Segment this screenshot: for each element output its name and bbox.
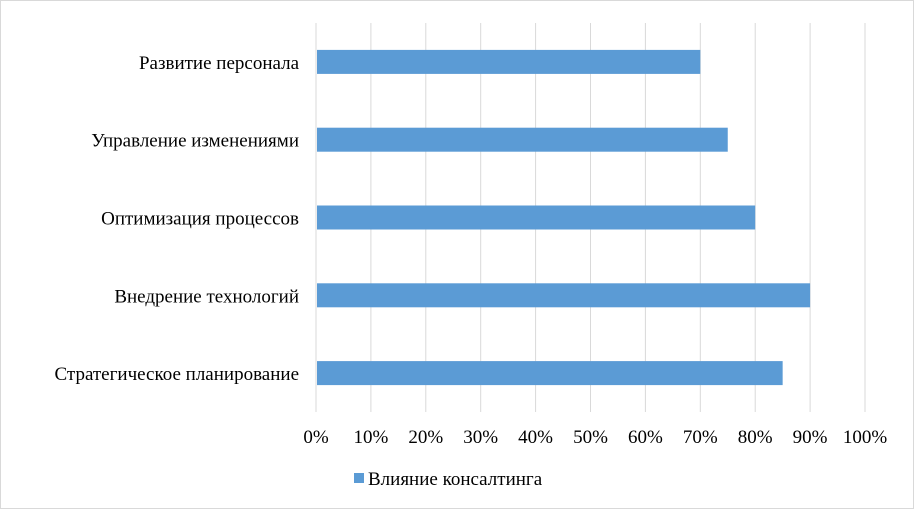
legend-swatch	[354, 473, 364, 483]
x-tick-label: 20%	[408, 427, 443, 448]
category-label: Оптимизация процессов	[101, 209, 299, 230]
x-tick-label: 50%	[573, 427, 608, 448]
x-tick-label: 60%	[628, 427, 663, 448]
bar	[317, 127, 728, 152]
x-tick-label: 40%	[518, 427, 553, 448]
bar	[317, 361, 783, 386]
x-tick-label: 70%	[683, 427, 718, 448]
x-tick-label: 10%	[353, 427, 388, 448]
x-tick-label: 80%	[738, 427, 773, 448]
bar	[317, 49, 701, 74]
legend-label: Влияние консалтинга	[368, 469, 543, 490]
bars	[317, 49, 811, 386]
category-label: Развитие персонала	[139, 53, 300, 74]
x-tick-labels: 0% 10% 20% 30% 40% 50% 60% 70% 80% 90% 100%	[303, 427, 887, 448]
category-label: Управление изменениями	[91, 131, 299, 152]
bar	[317, 283, 811, 308]
x-tick-label: 90%	[793, 427, 828, 448]
category-label: Внедрение технологий	[114, 286, 299, 307]
x-tick-label: 100%	[843, 427, 888, 448]
category-labels: Развитие персонала Управление изменениями…	[54, 53, 299, 385]
category-label: Стратегическое планирование	[54, 364, 299, 385]
x-tick-label: 0%	[303, 427, 329, 448]
bar	[317, 205, 756, 230]
legend: Влияние консалтинга	[354, 469, 543, 490]
x-tick-label: 30%	[463, 427, 498, 448]
